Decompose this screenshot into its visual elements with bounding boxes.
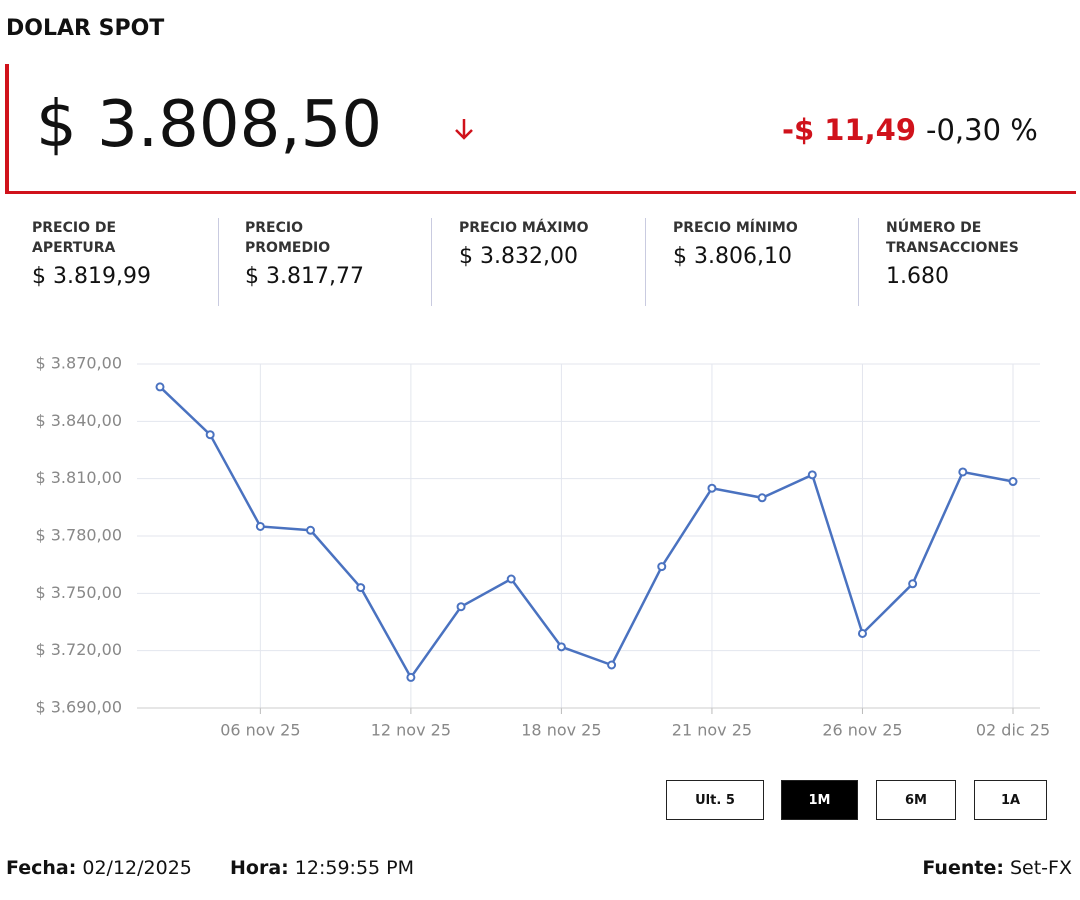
stat-label: PRECIO MÁXIMO bbox=[459, 220, 589, 236]
data-point bbox=[205, 430, 215, 440]
stat-value: $ 3.806,10 bbox=[673, 244, 792, 269]
date-value: 02/12/2025 bbox=[82, 857, 192, 879]
range-button[interactable]: Ult. 5 bbox=[666, 780, 764, 820]
data-point bbox=[556, 642, 566, 652]
y-tick-label: $ 3.750,00 bbox=[35, 583, 122, 602]
source-value: Set-FX bbox=[1009, 857, 1072, 879]
y-tick-label: $ 3.720,00 bbox=[35, 640, 122, 659]
stat: NÚMERO DE TRANSACCIONES 1.680 bbox=[886, 218, 1076, 306]
price-box bbox=[5, 64, 1076, 194]
data-point bbox=[506, 574, 516, 584]
range-button[interactable]: 6M bbox=[876, 780, 956, 820]
data-point bbox=[958, 467, 968, 477]
date: Fecha: 02/12/2025 bbox=[6, 857, 192, 879]
date-label: Fecha: bbox=[6, 857, 77, 879]
data-point bbox=[657, 562, 667, 572]
y-tick-label: $ 3.840,00 bbox=[35, 411, 122, 430]
range-button[interactable]: 1A bbox=[974, 780, 1047, 820]
separator bbox=[645, 218, 646, 306]
x-tick-label: 06 nov 25 bbox=[220, 721, 300, 740]
stat-label: PRECIO MÍNIMO bbox=[673, 220, 798, 236]
stat-value: $ 3.817,77 bbox=[245, 264, 364, 289]
y-tick-label: $ 3.870,00 bbox=[35, 354, 122, 373]
change: -$ 11,49 bbox=[782, 113, 917, 147]
time-label: Hora: bbox=[230, 857, 289, 879]
separator bbox=[431, 218, 432, 306]
range-button[interactable]: 1M bbox=[781, 780, 858, 820]
x-tick-label: 21 nov 25 bbox=[672, 721, 752, 740]
data-point bbox=[255, 521, 265, 531]
time: Hora: 12:59:55 PM bbox=[230, 857, 414, 879]
chart: $ 3.690,00 $ 3.720,00 $ 3.750,00 $ 3.780,00… bbox=[35, 354, 1050, 740]
y-tick-label: $ 3.780,00 bbox=[35, 526, 122, 545]
stat-label: PRECIO DE APERTURA bbox=[32, 220, 117, 256]
stat-label: PRECIO PROMEDIO bbox=[245, 220, 331, 256]
data-point bbox=[908, 579, 918, 589]
stat-value: 1.680 bbox=[886, 264, 949, 289]
stat-value: $ 3.832,00 bbox=[459, 244, 578, 269]
stat: PRECIO PROMEDIO $ 3.817,77 bbox=[245, 218, 435, 306]
separator bbox=[218, 218, 219, 306]
time-value: 12:59:55 PM bbox=[294, 857, 415, 879]
data-point bbox=[707, 483, 717, 493]
data-point bbox=[155, 382, 165, 392]
y-tick-label: $ 3.690,00 bbox=[35, 698, 122, 717]
change-pct: -0,30 % bbox=[926, 113, 1038, 147]
source-label: Fuente: bbox=[922, 857, 1004, 879]
stat-label: NÚMERO DE TRANSACCIONES bbox=[886, 220, 1019, 256]
down-arrow bbox=[455, 119, 473, 140]
data-point bbox=[807, 470, 817, 480]
data-point bbox=[607, 660, 617, 670]
separator bbox=[858, 218, 859, 306]
data-point bbox=[456, 602, 466, 612]
price: $ 3.808,50 bbox=[36, 88, 383, 162]
data-point bbox=[857, 628, 867, 638]
data-point bbox=[757, 493, 767, 503]
data-point bbox=[306, 525, 316, 535]
x-tick-label: 18 nov 25 bbox=[521, 721, 601, 740]
data-point bbox=[1008, 477, 1018, 487]
x-tick-label: 02 dic 25 bbox=[976, 721, 1050, 740]
data-point bbox=[406, 672, 416, 682]
stat-value: $ 3.819,99 bbox=[32, 264, 151, 289]
series-line bbox=[159, 386, 1014, 680]
source: Fuente: Set-FX bbox=[922, 857, 1072, 879]
stat: PRECIO MÍNIMO $ 3.806,10 bbox=[673, 218, 863, 306]
y-tick-label: $ 3.810,00 bbox=[35, 468, 122, 487]
x-tick-label: 26 nov 25 bbox=[822, 721, 902, 740]
x-tick-label: 12 nov 25 bbox=[371, 721, 451, 740]
stat: PRECIO DE APERTURA $ 3.819,99 bbox=[32, 218, 222, 306]
stat: PRECIO MÁXIMO $ 3.832,00 bbox=[459, 218, 649, 306]
data-point bbox=[356, 583, 366, 593]
title: DOLAR SPOT bbox=[6, 16, 165, 41]
